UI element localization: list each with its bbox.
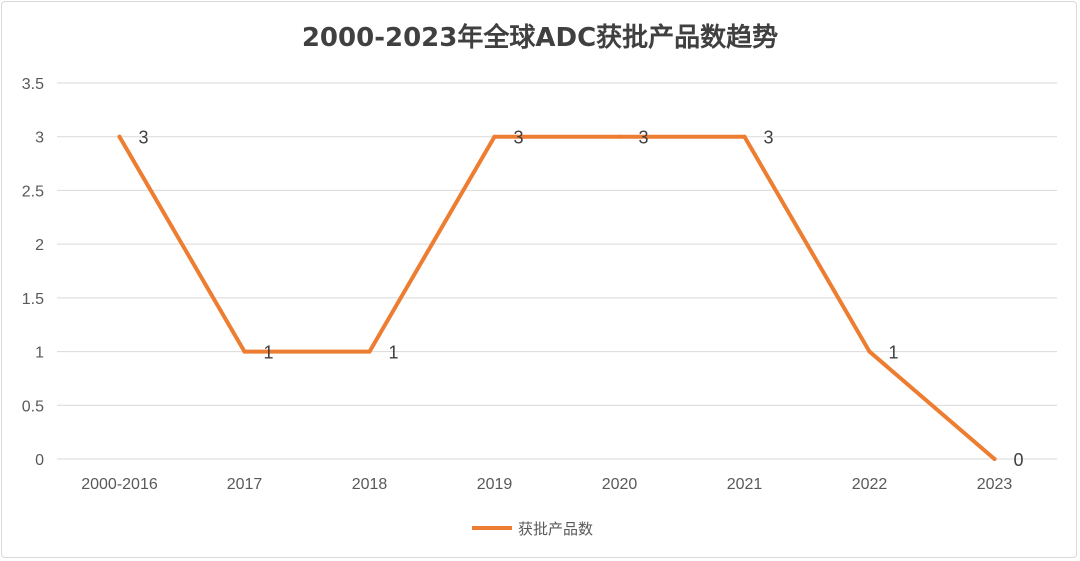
- x-tick-label: 2021: [727, 476, 763, 493]
- data-labels: 3 1 1 3 3 3 1 0: [139, 128, 1024, 470]
- gridlines: [57, 82, 1057, 460]
- data-point[interactable]: [617, 134, 622, 139]
- chart-title: 2000-2023年全球ADC获批产品数趋势: [302, 22, 778, 53]
- data-label: 3: [639, 128, 649, 148]
- data-point[interactable]: [367, 349, 372, 354]
- x-axis: 2000-2016 2017 2018 2019 2020 2021 2022 2023: [81, 476, 1012, 493]
- x-tick-label: 2019: [477, 476, 513, 493]
- data-point[interactable]: [242, 349, 247, 354]
- x-tick-label: 2018: [352, 476, 388, 493]
- y-tick-label: 1: [35, 345, 44, 362]
- x-tick-label: 2017: [227, 476, 263, 493]
- y-tick-label: 2.5: [22, 183, 44, 200]
- y-tick-label: 0: [35, 452, 44, 469]
- x-tick-label: 2000-2016: [81, 476, 158, 493]
- data-point[interactable]: [867, 349, 872, 354]
- x-tick-label: 2023: [977, 476, 1013, 493]
- data-point[interactable]: [492, 134, 497, 139]
- data-label: 3: [514, 128, 524, 148]
- series: [117, 134, 997, 461]
- data-label: 1: [889, 343, 899, 363]
- y-tick-label: 3.5: [22, 76, 44, 93]
- series-line[interactable]: [117, 134, 997, 461]
- x-tick-label: 2020: [602, 476, 638, 493]
- x-tick-label: 2022: [852, 476, 888, 493]
- data-point[interactable]: [117, 134, 122, 139]
- data-label: 3: [764, 128, 774, 148]
- y-tick-label: 0.5: [22, 398, 44, 415]
- y-axis: 0 0.5 1 1.5 2 2.5 3 3.5: [22, 76, 44, 469]
- y-tick-label: 1.5: [22, 291, 44, 308]
- legend-label: 获批产品数: [518, 520, 593, 538]
- y-tick-label: 3: [35, 130, 44, 147]
- data-label: 1: [264, 343, 274, 363]
- data-label: 1: [389, 343, 399, 363]
- y-tick-label: 2: [35, 237, 44, 254]
- data-point[interactable]: [742, 134, 747, 139]
- data-label: 3: [139, 128, 149, 148]
- legend[interactable]: 获批产品数: [472, 520, 593, 538]
- data-label: 0: [1014, 450, 1024, 470]
- data-point[interactable]: [992, 457, 997, 461]
